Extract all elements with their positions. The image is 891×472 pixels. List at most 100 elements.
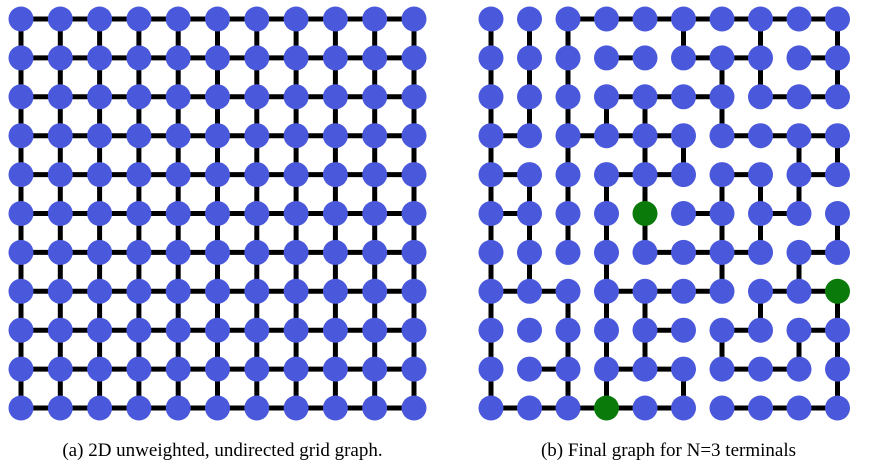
- grid-node: [244, 201, 270, 226]
- graph-node: [555, 239, 581, 265]
- grid-node: [8, 84, 34, 110]
- grid-node: [401, 239, 427, 265]
- grid-node: [244, 123, 270, 149]
- graph-node: [786, 84, 812, 110]
- graph-node: [671, 123, 696, 149]
- graph-node: [478, 239, 504, 265]
- graph-node: [555, 162, 581, 188]
- grid-node: [47, 45, 73, 71]
- graph-node: [632, 278, 658, 304]
- grid-node: [165, 278, 191, 304]
- graph-node: [555, 45, 581, 71]
- grid-node: [47, 6, 73, 32]
- graph-node: [632, 6, 658, 32]
- graph-node: [748, 356, 773, 382]
- graph-node: [671, 356, 696, 382]
- grid-node: [126, 6, 152, 32]
- grid-node: [47, 395, 73, 421]
- grid-node: [283, 123, 309, 149]
- grid-node: [165, 123, 191, 149]
- grid-node: [283, 395, 309, 421]
- grid-node: [8, 356, 34, 382]
- grid-node: [401, 317, 427, 343]
- graph-node: [594, 6, 619, 32]
- graph-node: [555, 123, 581, 149]
- grid-node: [362, 239, 388, 265]
- graph-node: [478, 6, 504, 32]
- grid-node: [47, 123, 73, 149]
- grid-node: [401, 201, 427, 226]
- graph-node: [555, 84, 581, 110]
- graph-node: [748, 6, 773, 32]
- grid-node: [401, 123, 427, 149]
- grid-node: [47, 278, 73, 304]
- grid-node: [205, 356, 230, 382]
- graph-node: [709, 278, 735, 304]
- graph-node: [555, 278, 581, 304]
- panel-b-final-graph: (b) Final graph for N=3 terminals: [446, 0, 891, 472]
- graph-node: [594, 162, 619, 188]
- graph-node: [517, 162, 542, 188]
- graph-node: [517, 395, 542, 421]
- graph-node: [632, 84, 658, 110]
- graph-node: [478, 317, 504, 343]
- grid-node: [165, 84, 191, 110]
- graph-node: [709, 162, 735, 188]
- graph-node: [748, 395, 773, 421]
- grid-node: [283, 239, 309, 265]
- grid-node: [244, 162, 270, 188]
- grid-node: [322, 317, 348, 343]
- graph-node: [825, 162, 850, 188]
- grid-node: [205, 162, 230, 188]
- graph-node: [709, 239, 735, 265]
- graph-node: [748, 84, 773, 110]
- grid-node: [322, 395, 348, 421]
- grid-node: [165, 395, 191, 421]
- graph-node: [594, 356, 619, 382]
- graph-node: [517, 278, 542, 304]
- grid-node: [47, 356, 73, 382]
- grid-node: [362, 162, 388, 188]
- graph-node: [517, 123, 542, 149]
- grid-node: [205, 239, 230, 265]
- grid-node: [362, 45, 388, 71]
- grid-node: [401, 356, 427, 382]
- grid-node: [244, 239, 270, 265]
- graph-node: [671, 239, 696, 265]
- grid-node: [401, 45, 427, 71]
- graph-node: [555, 395, 581, 421]
- graph-node: [786, 395, 812, 421]
- graph-node: [709, 356, 735, 382]
- graph-node: [709, 201, 735, 226]
- graph-node: [825, 317, 850, 343]
- graph-node: [786, 278, 812, 304]
- grid-node: [87, 162, 113, 188]
- graph-node: [632, 317, 658, 343]
- grid-node: [244, 84, 270, 110]
- caption-b: (b) Final graph for N=3 terminals: [540, 440, 796, 461]
- graph-node: [709, 84, 735, 110]
- panel-a-grid-graph: (a) 2D unweighted, undirected grid graph…: [0, 0, 445, 472]
- grid-node: [47, 84, 73, 110]
- grid-node: [362, 123, 388, 149]
- terminal-node: [825, 278, 850, 304]
- terminal-node: [594, 395, 619, 421]
- graph-node: [748, 45, 773, 71]
- grid-node: [87, 45, 113, 71]
- grid-node: [283, 317, 309, 343]
- grid-node: [401, 162, 427, 188]
- grid-node: [283, 6, 309, 32]
- graph-node: [632, 45, 658, 71]
- grid-node: [401, 278, 427, 304]
- graph-node: [517, 84, 542, 110]
- graph-node: [478, 356, 504, 382]
- grid-node: [362, 278, 388, 304]
- grid-node: [362, 201, 388, 226]
- graph-node: [478, 84, 504, 110]
- graph-node: [478, 45, 504, 71]
- grid-node: [283, 201, 309, 226]
- grid-node: [165, 201, 191, 226]
- grid-node: [8, 45, 34, 71]
- grid-node: [205, 317, 230, 343]
- graph-node: [671, 45, 696, 71]
